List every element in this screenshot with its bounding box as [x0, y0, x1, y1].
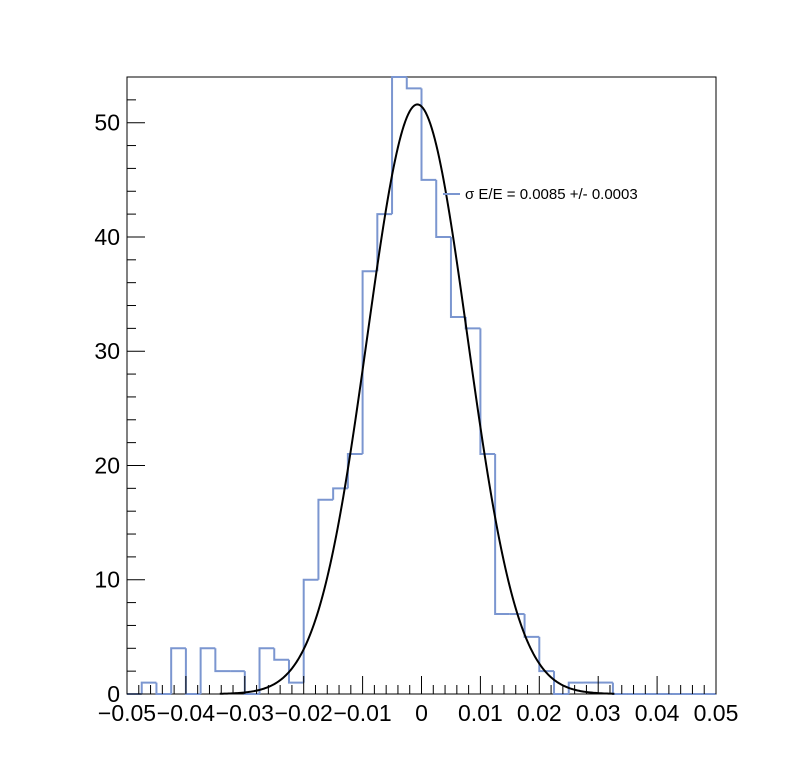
y-tick-label: 30 [94, 338, 120, 364]
y-tick-label: 50 [94, 110, 120, 136]
x-tick-label: 0.05 [694, 700, 739, 726]
histogram-bin [361, 270, 378, 455]
x-tick-label: 0.04 [635, 700, 680, 726]
x-tick-label: −0.05 [98, 700, 156, 726]
histogram-bin [376, 213, 393, 272]
y-axis: 0 10 20 30 40 50 [94, 76, 145, 707]
histogram-bin [214, 648, 231, 673]
x-tick-label: −0.03 [216, 700, 274, 726]
x-tick-label: −0.04 [157, 700, 215, 726]
y-tick-label: 20 [94, 452, 120, 478]
histogram-bin [464, 316, 481, 330]
x-axis: −0.05 −0.04 −0.03 −0.02 −0.01 0 0.01 0.02 0.03 0.… [98, 676, 738, 726]
histogram-bin [435, 179, 451, 238]
y-tick-label: 0 [107, 681, 120, 707]
histogram-bin [184, 648, 201, 695]
histogram-bin [155, 682, 172, 695]
y-tick-label: 10 [94, 567, 120, 593]
fit-curve [219, 103, 615, 695]
legend: σ E/E = 0.0085 +/- 0.0003 [443, 186, 638, 203]
histogram-bin [420, 88, 437, 181]
histogram-bin [391, 76, 407, 215]
legend-label: σ E/E = 0.0085 +/- 0.0003 [465, 186, 638, 203]
histogram-bin [140, 681, 157, 694]
histogram-bin [538, 636, 555, 673]
x-tick-label: 0.03 [576, 700, 621, 726]
histogram-bin [317, 498, 334, 580]
histogram-bin [199, 647, 216, 694]
histogram-bin [405, 77, 422, 90]
x-tick-label: 0.01 [458, 700, 503, 726]
histogram-bin [567, 681, 584, 694]
x-tick-label: −0.02 [275, 700, 333, 726]
x-tick-label: 0 [415, 700, 428, 726]
y-tick-label: 40 [94, 224, 120, 250]
histogram-bin [523, 614, 540, 638]
histogram-layer [127, 76, 716, 695]
fit-layer [219, 103, 615, 695]
x-tick-label: 0.02 [517, 700, 562, 726]
histogram-bin [258, 647, 275, 694]
histogram-bin [494, 454, 510, 616]
histogram-bin [287, 659, 304, 684]
histogram-bin [479, 328, 496, 456]
x-tick-label: −0.01 [333, 700, 391, 726]
histogram-bin [611, 682, 628, 695]
histogram-bin [332, 487, 348, 500]
histogram-bin [170, 647, 186, 694]
histogram-bin [346, 453, 363, 489]
histogram-bin [273, 648, 289, 661]
histogram-bin [449, 236, 466, 318]
